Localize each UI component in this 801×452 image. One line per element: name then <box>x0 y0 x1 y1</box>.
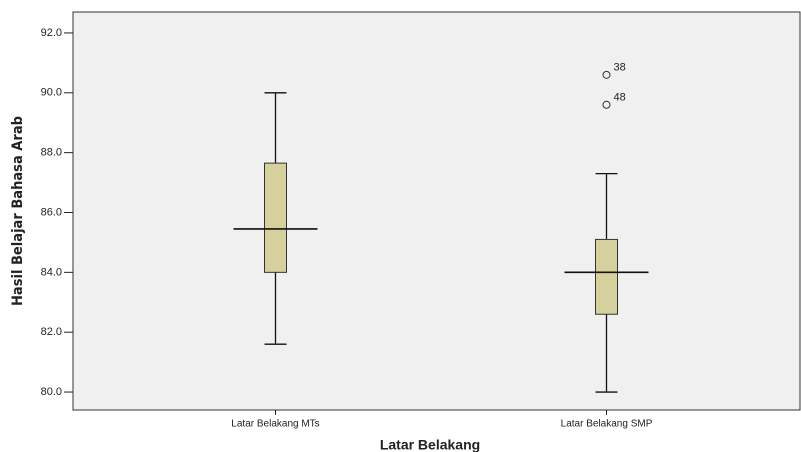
x-tick-label: Latar Belakang SMP <box>561 419 653 430</box>
outlier-label: 48 <box>614 92 626 104</box>
outlier <box>602 100 611 109</box>
box <box>595 238 618 315</box>
box <box>264 162 287 273</box>
y-tick-label: 80.0 <box>41 386 62 398</box>
y-tick-label: 88.0 <box>41 147 62 159</box>
y-tick-label: 92.0 <box>41 27 62 39</box>
outlier-label: 38 <box>614 62 626 74</box>
outlier <box>602 70 611 79</box>
y-tick-label: 82.0 <box>41 326 62 338</box>
y-axis-label: Hasil Belajar Bahasa Arab <box>10 116 26 306</box>
plot-area <box>72 11 801 411</box>
y-tick-label: 90.0 <box>41 87 62 99</box>
y-tick-label: 86.0 <box>41 206 62 218</box>
y-tick-label: 84.0 <box>41 266 62 278</box>
x-axis-label: Latar Belakang <box>380 437 480 452</box>
x-tick-label: Latar Belakang MTs <box>231 419 319 430</box>
